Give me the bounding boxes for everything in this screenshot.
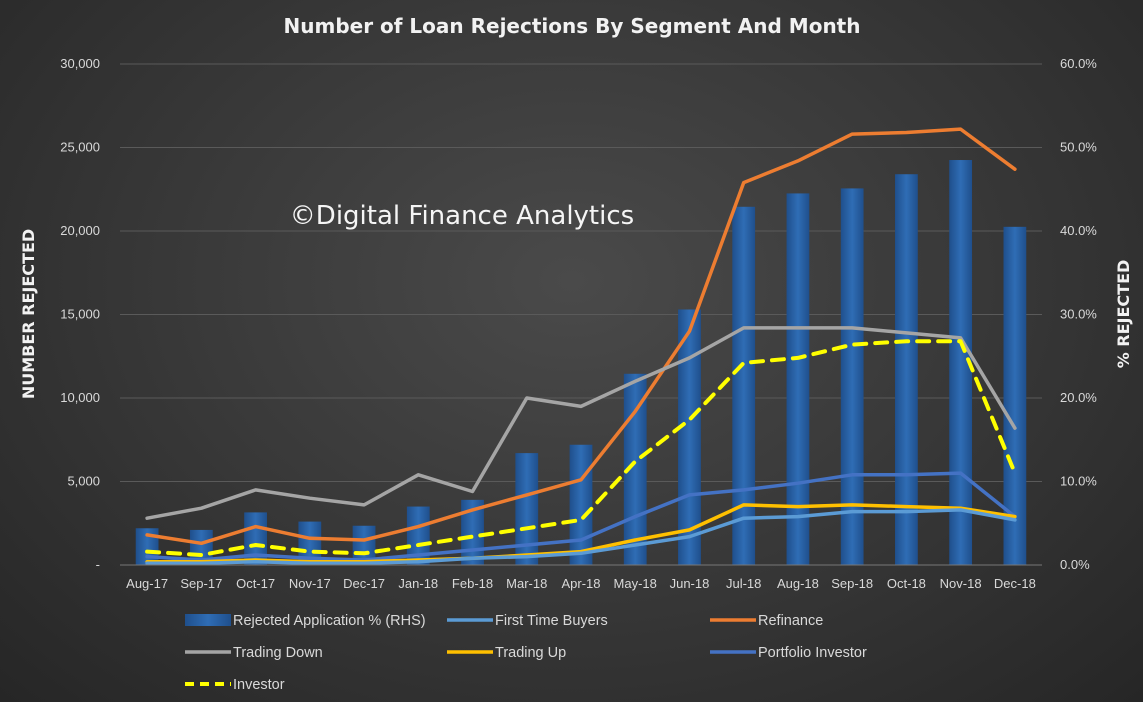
bar bbox=[352, 525, 376, 565]
watermark: ©Digital Finance Analytics bbox=[290, 201, 634, 231]
series-line-investor bbox=[145, 339, 1017, 557]
y-tick-label: 25,000 bbox=[60, 140, 100, 155]
legend-label: Trading Up bbox=[495, 645, 566, 661]
legend-swatch-bar bbox=[185, 614, 231, 626]
x-tick-label: Aug-18 bbox=[777, 576, 819, 591]
x-tick-label: Aug-17 bbox=[126, 576, 168, 591]
y-tick-label: 20,000 bbox=[60, 223, 100, 238]
y2-tick-label: 0.0% bbox=[1060, 557, 1090, 572]
x-tick-label: Sep-17 bbox=[180, 576, 222, 591]
y2-axis-title: % REJECTED bbox=[1114, 260, 1133, 369]
legend-label: Rejected Application % (RHS) bbox=[233, 613, 426, 629]
legend-item: Trading Down bbox=[185, 645, 323, 661]
y2-tick-label: 50.0% bbox=[1060, 140, 1097, 155]
axes: - 5,000 10,000 15,000 20,000 25,000 30,000 0.0%… bbox=[60, 56, 1097, 591]
x-tick-label: Mar-18 bbox=[506, 576, 547, 591]
legend-item: First Time Buyers bbox=[447, 613, 608, 629]
bar bbox=[732, 206, 756, 565]
x-tick-label: Dec-18 bbox=[994, 576, 1036, 591]
legend-item: Investor bbox=[185, 677, 285, 693]
y-tick-label: 5,000 bbox=[67, 474, 100, 489]
gridlines bbox=[120, 63, 1042, 482]
y-tick-label: 15,000 bbox=[60, 307, 100, 322]
legend-label: Refinance bbox=[758, 613, 823, 629]
y2-tick-label: 10.0% bbox=[1060, 474, 1097, 489]
bar bbox=[569, 444, 593, 565]
x-tick-label: Apr-18 bbox=[561, 576, 600, 591]
x-tick-label: Jan-18 bbox=[398, 576, 438, 591]
bar bbox=[840, 188, 864, 566]
legend: Rejected Application % (RHS) First Time B… bbox=[185, 613, 867, 693]
legend-label: Investor bbox=[233, 677, 285, 693]
chart-title: Number of Loan Rejections By Segment And… bbox=[284, 14, 861, 38]
series-line-portfolio-investor bbox=[145, 471, 1017, 562]
bar bbox=[298, 521, 322, 565]
x-tick-label: Jun-18 bbox=[670, 576, 710, 591]
series-line-first-time-buyers bbox=[145, 508, 1017, 566]
series-line-refinance bbox=[145, 127, 1017, 546]
legend-label: First Time Buyers bbox=[495, 613, 608, 629]
bar bbox=[786, 193, 810, 566]
bar bbox=[678, 309, 701, 565]
legend-label: Portfolio Investor bbox=[758, 645, 867, 661]
x-tick-label: Jul-18 bbox=[726, 576, 761, 591]
y-tick-label: - bbox=[96, 557, 100, 572]
legend-item: Trading Up bbox=[447, 645, 566, 661]
bar bbox=[515, 453, 539, 565]
legend-item: Refinance bbox=[710, 613, 823, 629]
line-series bbox=[145, 127, 1017, 566]
x-tick-label: Oct-17 bbox=[236, 576, 275, 591]
legend-label: Trading Down bbox=[233, 645, 323, 661]
x-tick-label: Dec-17 bbox=[343, 576, 385, 591]
bar bbox=[406, 506, 430, 565]
bar bbox=[949, 160, 973, 565]
y-tick-label: 30,000 bbox=[60, 56, 100, 71]
x-tick-label: Nov-17 bbox=[289, 576, 331, 591]
x-tick-label: Nov-18 bbox=[940, 576, 982, 591]
y-tick-label: 10,000 bbox=[60, 390, 100, 405]
bar-series bbox=[135, 160, 1027, 566]
x-tick-label: Feb-18 bbox=[452, 576, 493, 591]
y2-tick-label: 30.0% bbox=[1060, 307, 1097, 322]
bar bbox=[244, 512, 267, 565]
y2-tick-label: 20.0% bbox=[1060, 390, 1097, 405]
y2-tick-label: 60.0% bbox=[1060, 56, 1097, 71]
series-line-trading-down bbox=[145, 326, 1017, 520]
x-tick-label: May-18 bbox=[614, 576, 657, 591]
x-tick-label: Sep-18 bbox=[831, 576, 873, 591]
bar bbox=[895, 174, 918, 565]
bar bbox=[1003, 226, 1027, 565]
legend-item: Portfolio Investor bbox=[710, 645, 867, 661]
y-axis-title: NUMBER REJECTED bbox=[19, 229, 38, 399]
x-tick-label: Oct-18 bbox=[887, 576, 926, 591]
legend-item: Rejected Application % (RHS) bbox=[185, 613, 426, 629]
y2-tick-label: 40.0% bbox=[1060, 223, 1097, 238]
